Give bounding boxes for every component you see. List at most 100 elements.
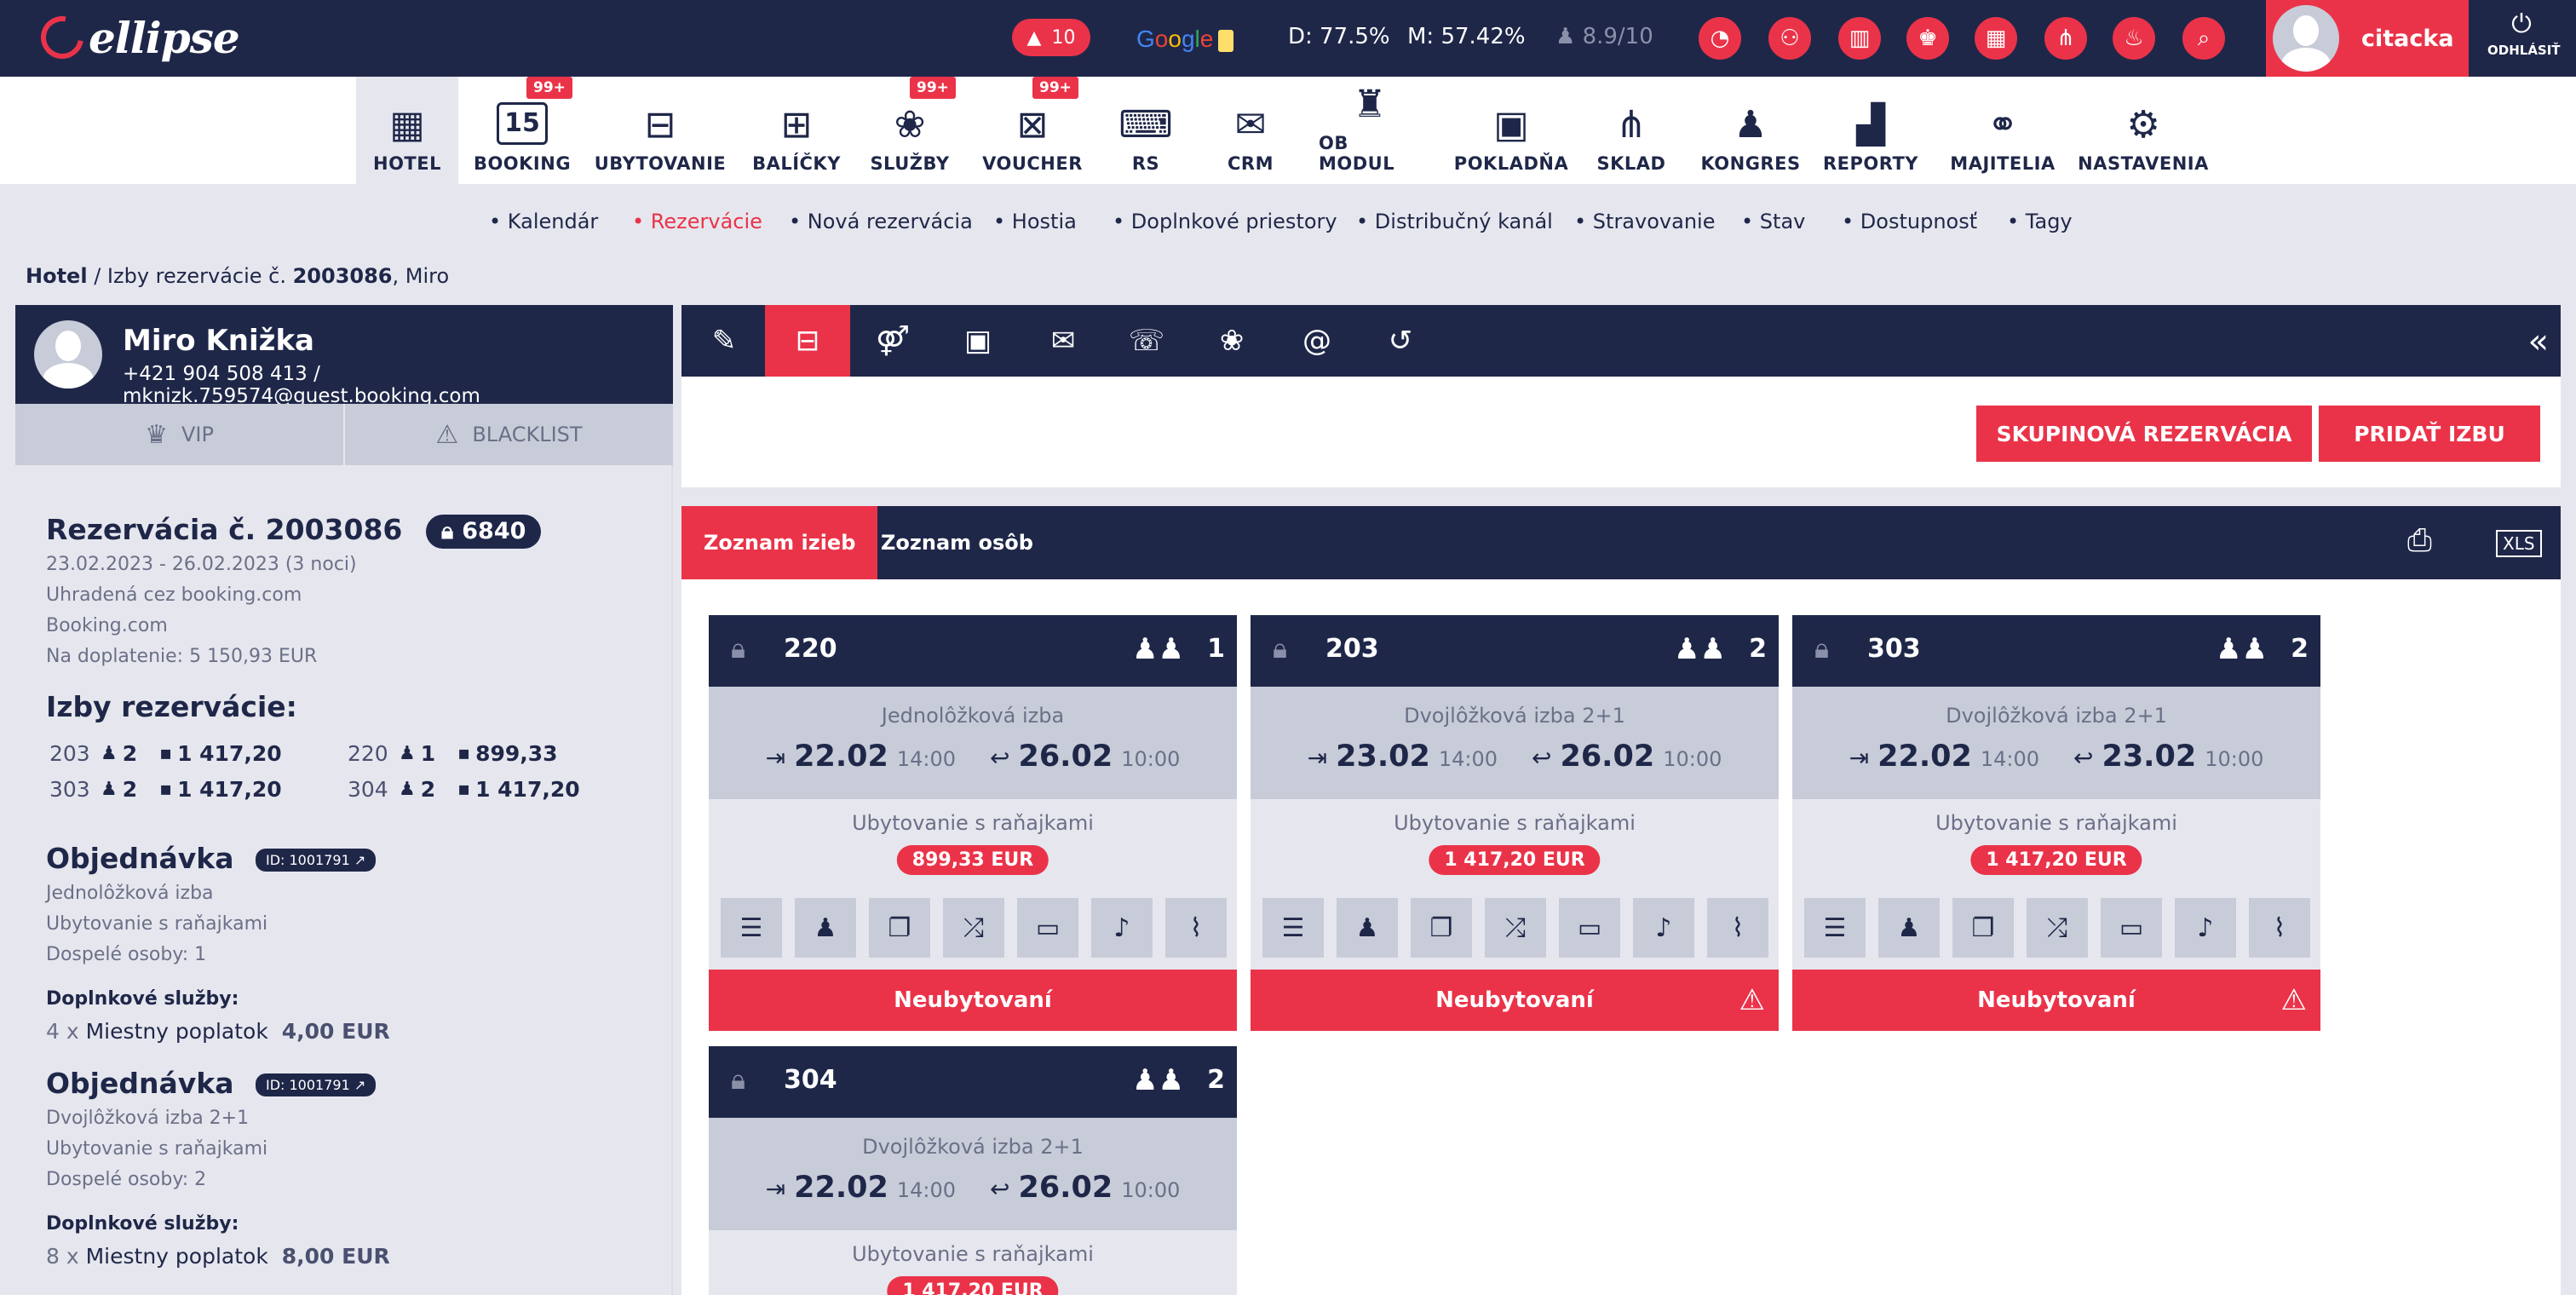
card-icon[interactable]: ▭: [1017, 898, 1078, 958]
list-icon[interactable]: ☰: [1804, 898, 1866, 958]
breadcrumb-root[interactable]: Hotel: [26, 264, 88, 288]
shuffle-icon[interactable]: ⤮: [943, 898, 1004, 958]
copy-icon[interactable]: ❐: [1411, 898, 1472, 958]
submenu-dostupnost[interactable]: Dostupnosť: [1842, 210, 1977, 233]
menu-item-sklad[interactable]: ⋔ SKLAD: [1593, 77, 1670, 184]
menu-item-ob-modul[interactable]: ♜ OB MODUL: [1319, 77, 1421, 184]
room-card-header[interactable]: 🔒︎ 304 ♟♟ 2: [709, 1046, 1237, 1118]
menu-item-reporty[interactable]: ▟ REPORTY: [1823, 77, 1918, 184]
menu-item-sluzby[interactable]: 99+ ❀ SLUŽBY: [867, 77, 956, 184]
vip-button[interactable]: ♛ VIP: [15, 404, 345, 465]
guests-icon[interactable]: ♟: [1337, 898, 1398, 958]
mail-icon[interactable]: ✉: [1050, 324, 1076, 358]
guests-icon[interactable]: ♟: [1878, 898, 1940, 958]
bell-icon[interactable]: ♪: [2175, 898, 2236, 958]
print-icon[interactable]: ⎙: [2407, 523, 2432, 558]
cleaning-icon[interactable]: ⌇: [1165, 898, 1227, 958]
menu-item-rs[interactable]: ⌨ RS: [1116, 77, 1176, 184]
submenu-doplnkove-priestory[interactable]: Doplnkové priestory: [1113, 210, 1337, 233]
room-summary[interactable]: 304 ♟ 2 ▪ 1 417,20: [348, 777, 580, 802]
menu-item-ubytovanie[interactable]: ⊟ UBYTOVANIE: [595, 77, 726, 184]
submenu-hostia[interactable]: Hostia: [993, 210, 1077, 233]
alerts-button[interactable]: ▲ 10: [1012, 19, 1090, 56]
alert-count: 10: [1051, 26, 1076, 49]
app-logo[interactable]: ellipse: [32, 8, 240, 67]
room-summary[interactable]: 203 ♟ 2 ▪ 1 417,20: [49, 741, 282, 766]
room-card-header[interactable]: 🔒︎ 203 ♟♟ 2: [1251, 615, 1779, 687]
logout-button[interactable]: ⏻ ODHLÁSIŤ: [2487, 10, 2561, 59]
viber-icon[interactable]: ☏: [1128, 324, 1165, 358]
order-id-badge[interactable]: ID: 1001791 ↗: [255, 849, 377, 872]
guest-name[interactable]: Miro Knižka: [123, 324, 315, 358]
card-icon[interactable]: ▭: [2101, 898, 2162, 958]
bell-icon[interactable]: ♪: [1091, 898, 1153, 958]
wallet-icon[interactable]: ▣: [963, 324, 992, 358]
google-letter: e: [1199, 26, 1214, 52]
cleaning-icon[interactable]: ⌇: [2249, 898, 2310, 958]
calendar-icon[interactable]: ▦: [1975, 17, 2017, 60]
menu-item-balicky[interactable]: ⊞ BALÍČKY: [750, 77, 843, 184]
cleaning-icon[interactable]: ⌇: [1707, 898, 1768, 958]
room-board: Ubytovanie s raňajkami 1 417,20 EUR ☰ ♟ …: [1251, 799, 1779, 970]
menu-item-booking[interactable]: 99+ 15 BOOKING: [474, 77, 572, 184]
xls-export-icon[interactable]: XLS: [2496, 530, 2542, 557]
list-icon[interactable]: ☰: [1262, 898, 1324, 958]
menu-item-nastavenia[interactable]: ⚙ NASTAVENIA: [2078, 77, 2208, 184]
submenu-kalendar[interactable]: Kalendár: [489, 210, 598, 233]
submenu-tagy[interactable]: Tagy: [2007, 210, 2073, 233]
persons-icon[interactable]: ⚤: [876, 324, 910, 358]
copy-icon[interactable]: ❐: [869, 898, 930, 958]
room-card-header[interactable]: 🔒︎ 220 ♟♟ 1: [709, 615, 1237, 687]
menu-item-crm[interactable]: ✉ CRM: [1216, 77, 1285, 184]
arrival-time: 14:00: [896, 747, 956, 771]
room-card-header[interactable]: 🔒︎ 303 ♟♟ 2: [1792, 615, 2320, 687]
order-id-badge[interactable]: ID: 1001791 ↗: [255, 1073, 377, 1096]
people-icon[interactable]: ♚: [1906, 17, 1949, 60]
user-menu[interactable]: citacka: [2266, 0, 2469, 77]
menu-item-kongres[interactable]: ♟ KONGRES: [1700, 77, 1800, 184]
edit-icon[interactable]: ✎: [711, 324, 737, 358]
binoculars-icon[interactable]: ⚇: [1768, 17, 1811, 60]
chart-icon[interactable]: ▥: [1838, 17, 1881, 60]
list-icon[interactable]: ☰: [721, 898, 782, 958]
copy-icon[interactable]: ❐: [1952, 898, 2014, 958]
extra-service: 4 x Miestny poplatok 4,00 EUR: [46, 1019, 390, 1044]
menu-item-pokladna[interactable]: ▣ POKLADŇA: [1454, 77, 1568, 184]
search-icon[interactable]: ⌕: [2182, 17, 2225, 60]
lotus-icon[interactable]: ❀: [1219, 324, 1245, 358]
card-icon[interactable]: ▭: [1559, 898, 1620, 958]
bed-icon[interactable]: ⊟: [765, 305, 850, 377]
submenu-stav[interactable]: Stav: [1741, 210, 1806, 233]
departure-date: 26.02: [1560, 740, 1655, 774]
shuffle-icon[interactable]: ⤮: [1485, 898, 1546, 958]
menu-item-majitelia[interactable]: ⚭ MAJITELIA: [1947, 77, 2058, 184]
spa-icon[interactable]: ♨: [2113, 17, 2155, 60]
history-icon[interactable]: ↺: [1388, 324, 1413, 358]
tab-person-list[interactable]: Zoznam osôb: [881, 531, 1033, 555]
blacklist-button[interactable]: ⚠ BLACKLIST: [345, 404, 673, 465]
bell-icon[interactable]: ♪: [1633, 898, 1694, 958]
group-reservation-button[interactable]: SKUPINOVÁ REZERVÁCIA: [1976, 406, 2312, 462]
menu-item-voucher[interactable]: 99+ ⊠ VOUCHER: [981, 77, 1084, 184]
restaurant-icon[interactable]: ⋔: [2044, 17, 2087, 60]
add-room-button[interactable]: PRIDAŤ IZBU: [2319, 406, 2540, 462]
submenu-stravovanie[interactable]: Stravovanie: [1574, 210, 1716, 233]
reply-all-icon[interactable]: «: [2527, 322, 2549, 361]
room-status-button[interactable]: Neubytovaní ⚠: [1251, 970, 1779, 1031]
tab-room-list[interactable]: Zoznam izieb: [681, 506, 878, 579]
room-summary[interactable]: 303 ♟ 2 ▪ 1 417,20: [49, 777, 282, 802]
guests-icon[interactable]: ♟: [795, 898, 856, 958]
submenu-distribucny-kanal[interactable]: Distribučný kanál: [1356, 210, 1553, 233]
room-summary[interactable]: 220 ♟ 1 ▪ 899,33: [348, 741, 558, 766]
submenu-nova-rezervacia[interactable]: Nová rezervácia: [789, 210, 973, 233]
room-status-button[interactable]: Neubytovaní ⚠: [1792, 970, 2320, 1031]
submenu-rezervacie[interactable]: Rezervácie: [632, 210, 762, 233]
shuffle-icon[interactable]: ⤮: [2027, 898, 2088, 958]
room-board: Ubytovanie s raňajkami 1 417,20 EUR ☰ ♟ …: [1792, 799, 2320, 970]
email-at-icon[interactable]: @: [1302, 324, 1331, 358]
google-reviews[interactable]: Google: [1136, 26, 1234, 53]
clock-24-icon[interactable]: ◔: [1699, 17, 1741, 60]
menu-item-hotel[interactable]: ▦ HOTEL: [356, 77, 458, 184]
guest-contact: +421 904 508 413 / mknizk.759574@guest.b…: [123, 363, 480, 407]
room-status-button[interactable]: Neubytovaní: [709, 970, 1237, 1031]
